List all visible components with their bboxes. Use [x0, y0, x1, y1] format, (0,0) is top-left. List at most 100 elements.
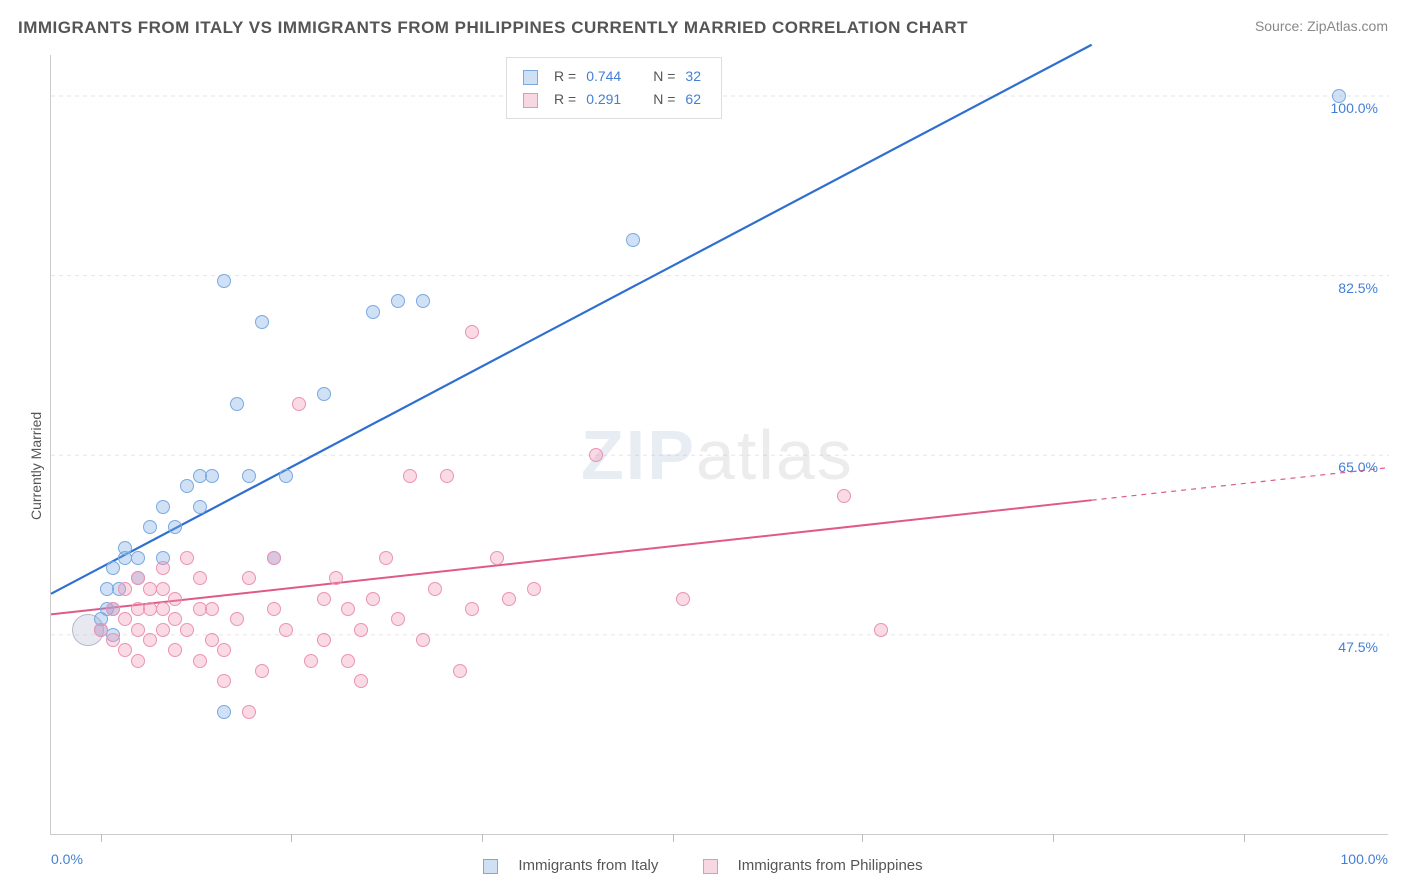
r-prefix: R = [550, 66, 580, 87]
legend-philippines: Immigrants from Philippines [693, 857, 933, 874]
data-point [131, 654, 145, 668]
data-point [217, 643, 231, 657]
data-point [465, 602, 479, 616]
data-point [143, 602, 157, 616]
chart-title: IMMIGRANTS FROM ITALY VS IMMIGRANTS FROM… [18, 18, 968, 38]
data-point [354, 674, 368, 688]
data-point [267, 602, 281, 616]
data-point [131, 623, 145, 637]
data-point [193, 654, 207, 668]
watermark-atlas: atlas [696, 416, 854, 494]
x-tick [862, 834, 863, 842]
data-point [255, 315, 269, 329]
data-point [428, 582, 442, 596]
legend-philippines-label: Immigrants from Philippines [738, 857, 923, 874]
data-point [156, 582, 170, 596]
data-point [279, 469, 293, 483]
y-tick-label: 82.5% [1338, 280, 1378, 296]
stats-legend-box: R =0.744N =32R =0.291N =62 [506, 57, 722, 119]
data-point [106, 602, 120, 616]
data-point [180, 623, 194, 637]
data-point [168, 612, 182, 626]
trend-line [51, 45, 1092, 594]
data-point [156, 561, 170, 575]
n-prefix: N = [649, 89, 679, 110]
scatter-plot-area: ZIPatlas 47.5%65.0%82.5%100.0%0.0%100.0%… [50, 55, 1388, 835]
data-point [131, 551, 145, 565]
data-point [255, 664, 269, 678]
data-point [118, 612, 132, 626]
data-point [440, 469, 454, 483]
data-point [106, 633, 120, 647]
legend-italy-label: Immigrants from Italy [518, 857, 658, 874]
data-point [118, 582, 132, 596]
y-tick-label: 65.0% [1338, 459, 1378, 475]
data-point [205, 602, 219, 616]
data-point [156, 500, 170, 514]
data-point [230, 397, 244, 411]
data-point [230, 612, 244, 626]
data-point [317, 633, 331, 647]
data-point [465, 325, 479, 339]
data-point [453, 664, 467, 678]
data-point [366, 305, 380, 319]
data-point [317, 592, 331, 606]
trend-line [51, 500, 1092, 614]
stats-legend-row: R =0.744N =32 [519, 66, 705, 87]
data-point [193, 571, 207, 585]
data-point [242, 571, 256, 585]
data-point [874, 623, 888, 637]
bottom-legend: Immigrants from Italy Immigrants from Ph… [0, 857, 1406, 874]
data-point [527, 582, 541, 596]
x-tick [482, 834, 483, 842]
stats-swatch [523, 70, 538, 85]
x-tick [291, 834, 292, 842]
data-point [279, 623, 293, 637]
x-tick [101, 834, 102, 842]
data-point [304, 654, 318, 668]
n-prefix: N = [649, 66, 679, 87]
data-point [242, 469, 256, 483]
data-point [168, 592, 182, 606]
data-point [217, 674, 231, 688]
data-point [416, 633, 430, 647]
data-point [589, 448, 603, 462]
legend-italy: Immigrants from Italy [473, 857, 672, 874]
r-value: 0.744 [582, 66, 625, 87]
data-point [94, 623, 108, 637]
data-point [217, 274, 231, 288]
data-point [391, 612, 405, 626]
data-point [180, 551, 194, 565]
stats-swatch [523, 93, 538, 108]
data-point [106, 561, 120, 575]
r-prefix: R = [550, 89, 580, 110]
data-point [502, 592, 516, 606]
data-point [391, 294, 405, 308]
x-tick [673, 834, 674, 842]
data-point [354, 623, 368, 637]
data-point [403, 469, 417, 483]
data-point [366, 592, 380, 606]
data-point [490, 551, 504, 565]
data-point [143, 633, 157, 647]
swatch-italy [483, 859, 498, 874]
data-point [242, 705, 256, 719]
r-value: 0.291 [582, 89, 625, 110]
data-point [379, 551, 393, 565]
x-tick [1053, 834, 1054, 842]
data-point [341, 654, 355, 668]
data-point [292, 397, 306, 411]
swatch-philippines [703, 859, 718, 874]
x-tick [1244, 834, 1245, 842]
data-point [180, 479, 194, 493]
data-point [676, 592, 690, 606]
data-point [837, 489, 851, 503]
data-point [416, 294, 430, 308]
y-tick-label: 47.5% [1338, 639, 1378, 655]
data-point [217, 705, 231, 719]
data-point [267, 551, 281, 565]
data-point [205, 469, 219, 483]
stats-legend-row: R =0.291N =62 [519, 89, 705, 110]
data-point [156, 623, 170, 637]
watermark: ZIPatlas [581, 415, 854, 495]
